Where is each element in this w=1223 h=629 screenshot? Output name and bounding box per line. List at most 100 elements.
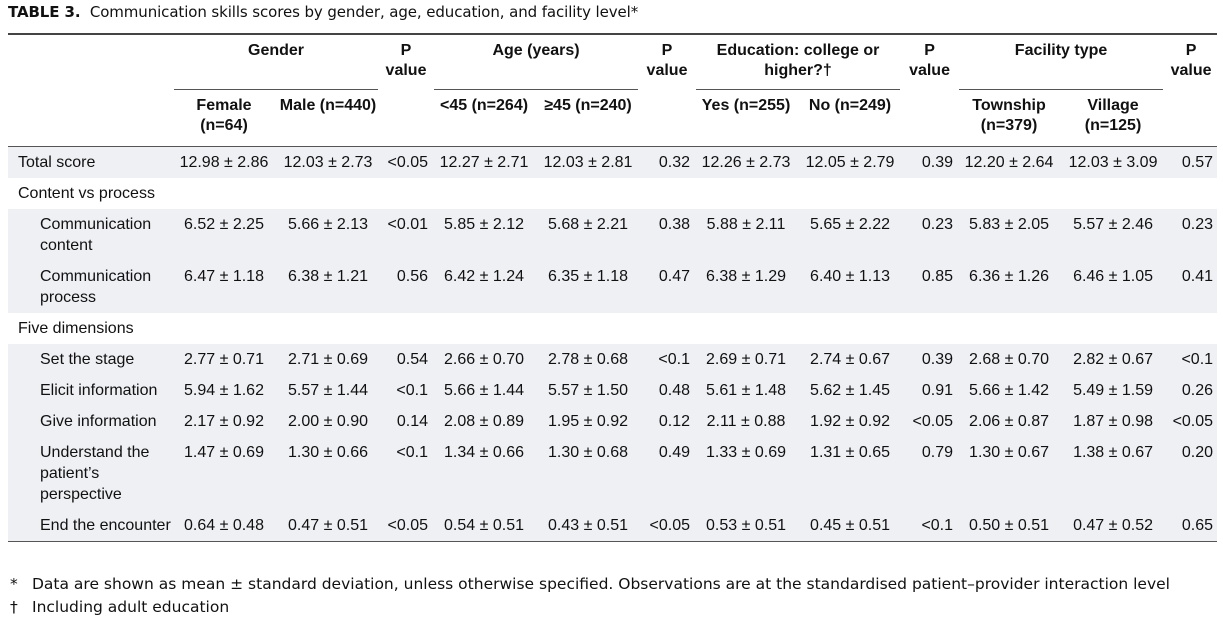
p-value-cell: <0.05 (640, 510, 695, 542)
score-cell: 1.30 ± 0.66 (276, 437, 381, 510)
header-blank-5 (902, 90, 958, 147)
row-label: Communication content (8, 209, 172, 261)
p-value-cell: <0.01 (380, 209, 433, 261)
p-value-cell: <0.05 (1165, 406, 1218, 437)
p-value-cell: 0.65 (1165, 510, 1218, 542)
score-cell: 1.30 ± 0.68 (536, 437, 641, 510)
table-row: Total score 12.98 ± 2.86 12.03 ± 2.73 <0.05… (8, 146, 1218, 178)
score-cell: 2.74 ± 0.67 (798, 344, 903, 375)
table-title: Communication skills scores by gender, a… (89, 3, 631, 21)
score-cell: 5.66 ± 2.13 (276, 209, 381, 261)
score-cell: 5.62 ± 1.45 (798, 375, 903, 406)
header-p-education: P value (902, 33, 958, 90)
data-table-container: Gender P value Age (years) P value Educa… (8, 33, 1218, 542)
p-value-cell: 0.49 (640, 437, 695, 510)
score-cell: 2.68 ± 0.70 (957, 344, 1062, 375)
score-cell: 6.42 ± 1.24 (432, 261, 537, 313)
header-male: Male (n=440) (276, 90, 381, 147)
score-cell: 2.82 ± 0.67 (1061, 344, 1166, 375)
score-cell: 1.34 ± 0.66 (432, 437, 537, 510)
score-cell: 6.38 ± 1.21 (276, 261, 381, 313)
p-value-cell: 0.12 (640, 406, 695, 437)
p-value-cell: <0.1 (640, 344, 695, 375)
p-value-cell: 0.54 (380, 344, 433, 375)
data-table: Gender P value Age (years) P value Educa… (8, 33, 1218, 542)
header-gender-label: Gender (174, 41, 379, 90)
score-cell: 5.83 ± 2.05 (957, 209, 1062, 261)
score-cell: 6.52 ± 2.25 (172, 209, 276, 261)
score-cell: 2.78 ± 0.68 (536, 344, 641, 375)
header-blank (8, 33, 172, 90)
score-cell: 12.03 ± 2.81 (536, 146, 641, 178)
score-cell: 2.17 ± 0.92 (172, 406, 276, 437)
table-number: TABLE 3. (8, 3, 81, 21)
score-cell: 12.20 ± 2.64 (957, 146, 1062, 178)
row-label: Total score (8, 146, 172, 178)
p-value-cell: <0.1 (1165, 344, 1218, 375)
score-cell: 2.71 ± 0.69 (276, 344, 381, 375)
header-blank-3 (380, 90, 433, 147)
footnote-1-text: Data are shown as mean ± standard deviat… (32, 575, 1170, 593)
table-row: Communication process 6.47 ± 1.18 6.38 ± 1… (8, 261, 1218, 313)
footnote-marker: * (630, 3, 639, 21)
score-cell: 6.38 ± 1.29 (694, 261, 799, 313)
score-cell: 5.57 ± 1.44 (276, 375, 381, 406)
p-value-cell: 0.91 (902, 375, 958, 406)
header-age-lt45: <45 (n=264) (432, 90, 537, 147)
score-cell: 2.06 ± 0.87 (957, 406, 1062, 437)
score-cell: 5.88 ± 2.11 (694, 209, 799, 261)
p-value-cell: 0.14 (380, 406, 433, 437)
row-label: Set the stage (8, 344, 172, 375)
footnote-2-text: Including adult education (32, 598, 230, 616)
table-row: Understand the patient’s perspective 1.47… (8, 437, 1218, 510)
score-cell: 5.66 ± 1.44 (432, 375, 537, 406)
score-cell: 5.65 ± 2.22 (798, 209, 903, 261)
p-value-cell: 0.26 (1165, 375, 1218, 406)
footnote-1-mark: * (10, 575, 18, 593)
header-education-label: Education: college or higher?† (696, 41, 901, 90)
header-facility-label: Facility type (959, 41, 1164, 90)
p-value-cell: 0.20 (1165, 437, 1218, 510)
footnote-2-mark: † (10, 598, 18, 616)
header-p-gender: P value (380, 33, 433, 90)
score-cell: 5.49 ± 1.59 (1061, 375, 1166, 406)
score-cell: 2.08 ± 0.89 (432, 406, 537, 437)
score-cell: 5.85 ± 2.12 (432, 209, 537, 261)
score-cell: 0.47 ± 0.52 (1061, 510, 1166, 542)
score-cell: 5.94 ± 1.62 (172, 375, 276, 406)
header-edu-no: No (n=249) (798, 90, 903, 147)
row-label: Elicit information (8, 375, 172, 406)
score-cell: 6.46 ± 1.05 (1061, 261, 1166, 313)
p-value-cell: 0.56 (380, 261, 433, 313)
row-label: Give information (8, 406, 172, 437)
score-cell: 6.36 ± 1.26 (957, 261, 1062, 313)
p-value-cell: <0.05 (380, 146, 433, 178)
score-cell: 5.68 ± 2.21 (536, 209, 641, 261)
score-cell: 1.87 ± 0.98 (1061, 406, 1166, 437)
p-value-cell: <0.1 (380, 437, 433, 510)
table-row: End the encounter 0.64 ± 0.48 0.47 ± 0.51 <… (8, 510, 1218, 542)
header-female: Female (n=64) (172, 90, 276, 147)
header-township: Township (n=379) (957, 90, 1062, 147)
table-row: Five dimensions (8, 313, 1217, 344)
footnotes: * Data are shown as mean ± standard devia… (10, 573, 1170, 619)
p-value-cell: 0.23 (1165, 209, 1218, 261)
score-cell: 1.38 ± 0.67 (1061, 437, 1166, 510)
header-blank-4 (640, 90, 695, 147)
row-label: End the encounter (8, 510, 172, 542)
table-caption: TABLE 3. Communication skills scores by … (8, 3, 638, 21)
score-cell: 12.03 ± 2.73 (276, 146, 381, 178)
header-p-facility: P value (1165, 33, 1218, 90)
score-cell: 2.69 ± 0.71 (694, 344, 799, 375)
p-value-cell: <0.1 (380, 375, 433, 406)
header-group-education: Education: college or higher?† (694, 33, 903, 90)
p-value-cell: 0.48 (640, 375, 695, 406)
header-blank-6 (1165, 90, 1218, 147)
table-row: Elicit information 5.94 ± 1.62 5.57 ± 1.44… (8, 375, 1218, 406)
score-cell: 12.27 ± 2.71 (432, 146, 537, 178)
table-body: Total score 12.98 ± 2.86 12.03 ± 2.73 <0.05… (8, 146, 1218, 542)
score-cell: 12.26 ± 2.73 (694, 146, 799, 178)
row-label: Communication process (8, 261, 172, 313)
p-value-cell: 0.79 (902, 437, 958, 510)
score-cell: 1.33 ± 0.69 (694, 437, 799, 510)
